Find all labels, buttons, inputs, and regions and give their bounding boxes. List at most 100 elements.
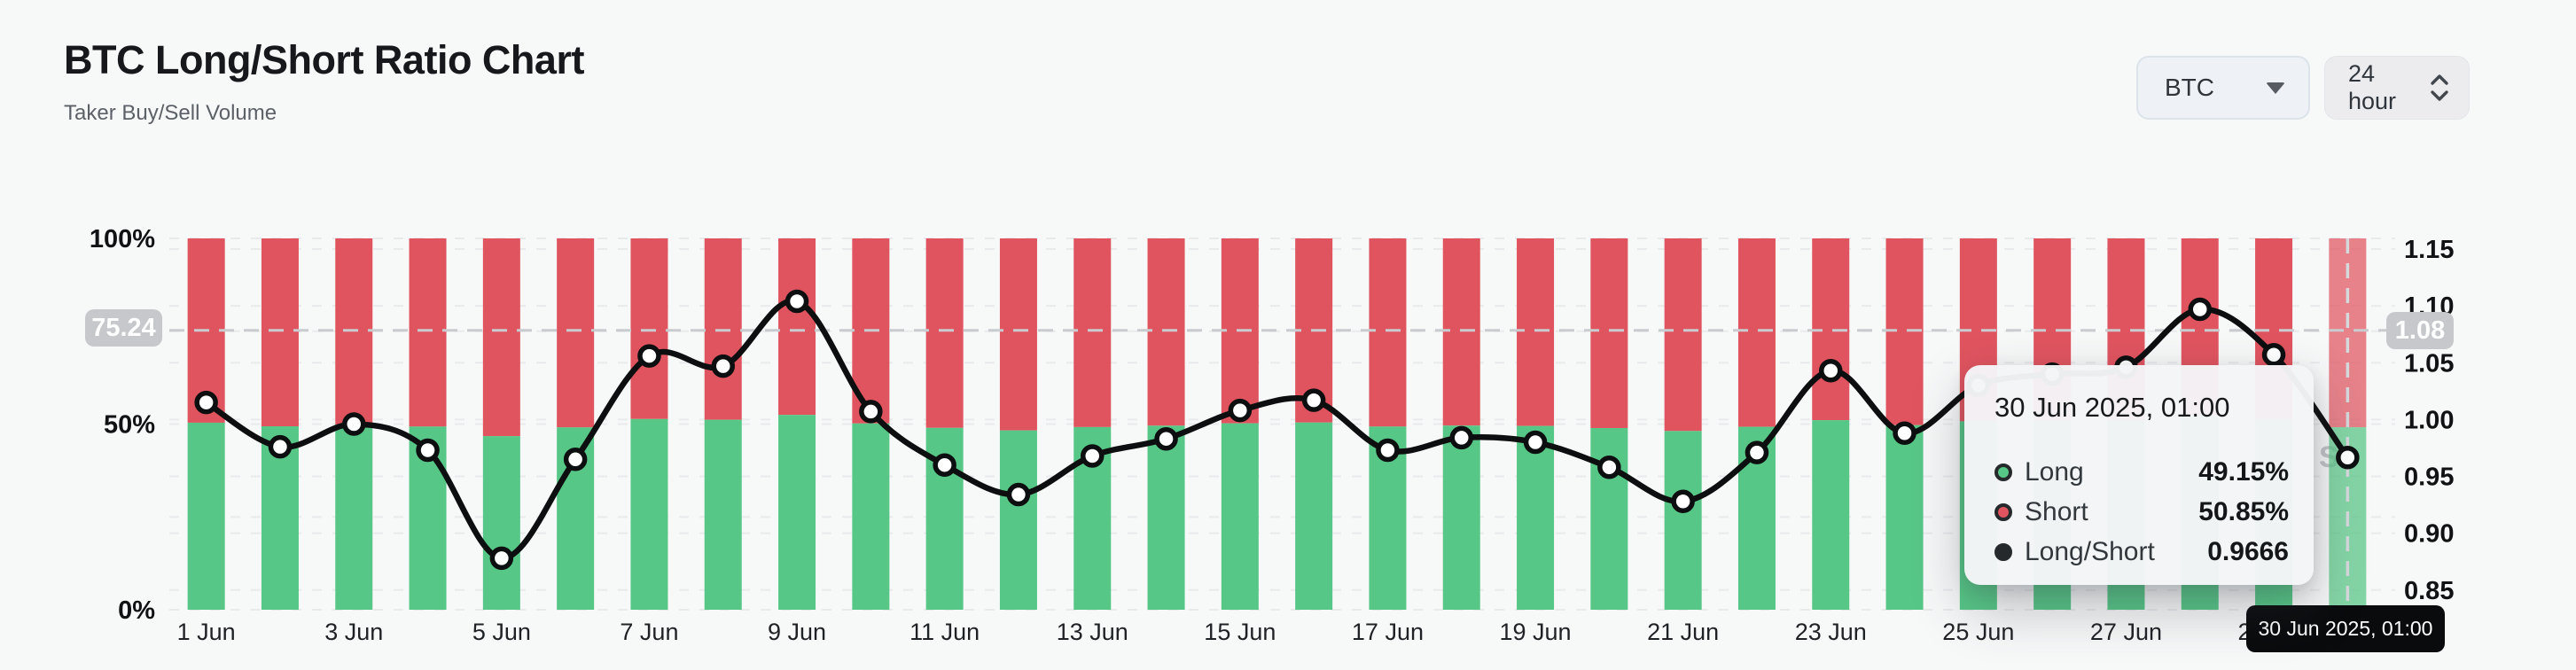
long-bar[interactable] [1221,423,1259,610]
ratio-point[interactable] [1006,482,1031,507]
tooltip-row-value: 0.9666 [2207,536,2289,566]
ratio-point[interactable] [268,434,293,459]
long-bar[interactable] [1812,420,1850,610]
ratio-point[interactable] [1523,430,1548,455]
short-bar[interactable] [1517,238,1555,426]
page-title: BTC Long/Short Ratio Chart [64,37,584,82]
ratio-point[interactable] [785,289,809,314]
tooltip-row-label: Short [2025,496,2088,526]
tooltip-title: 30 Jun 2025, 01:00 [1994,392,2230,423]
x-axis-label: 19 Jun [1500,619,1572,645]
y-axis-label-right: 0.95 [2404,464,2454,492]
ratio-point[interactable] [933,453,956,477]
short-bar[interactable] [1737,238,1776,427]
short-bar[interactable] [1590,238,1628,428]
long-bar[interactable] [630,418,668,610]
ratio-point[interactable] [2336,445,2360,470]
ratio-point[interactable] [1228,398,1253,423]
x-axis-label: 11 Jun [909,619,980,645]
long-bar[interactable] [1442,425,1480,610]
tooltip-row-value: 50.85% [2198,496,2289,526]
x-axis-label: 13 Jun [1057,619,1128,645]
ratio-point[interactable] [1597,456,1621,479]
long-bar[interactable] [704,419,742,610]
short-bar[interactable] [1147,238,1185,426]
ratio-point[interactable] [1081,444,1105,468]
x-axis-label: 7 Jun [620,619,678,645]
ratio-point[interactable] [2261,343,2286,367]
symbol-select-value: BTC [2165,74,2214,101]
ratio-point[interactable] [1301,388,1326,412]
ratio-point[interactable] [2188,297,2212,322]
long-bar[interactable] [335,424,373,610]
ratio-point[interactable] [1893,421,1916,446]
chart-tooltip: 30 Jun 2025, 01:00 Long 49.15% Short 50.… [1964,365,2314,585]
short-bar[interactable] [999,238,1037,431]
short-bar[interactable] [925,238,964,428]
interval-select[interactable]: 24 hour [2324,56,2470,120]
chevron-down-icon [2266,82,2285,94]
long-bar[interactable] [1885,425,1924,610]
short-bar[interactable] [261,238,299,427]
x-axis-label: 1 Jun [177,619,236,645]
tooltip-row-value: 49.15% [2198,456,2289,487]
ratio-legend-icon [1994,542,2012,561]
short-bar[interactable] [1442,238,1480,426]
ratio-point[interactable] [1449,425,1473,450]
symbol-select[interactable]: BTC [2136,56,2310,120]
chart-header: BTC Long/Short Ratio Chart Taker Buy/Sel… [64,37,584,126]
long-bar[interactable] [778,415,816,610]
x-axis-label: 25 Jun [1942,619,2014,645]
ratio-point[interactable] [342,412,366,436]
short-bar[interactable] [630,238,668,419]
ratio-point[interactable] [859,400,883,424]
ratio-point[interactable] [711,354,735,378]
short-legend-icon [1994,502,2012,521]
short-bar[interactable] [1073,238,1112,427]
y-axis-label-left: 0% [118,596,155,625]
ratio-point[interactable] [637,344,661,368]
unfold-chevrons-icon [2428,73,2451,103]
long-bar[interactable] [482,436,520,610]
y-axis-label-right: 1.15 [2404,236,2454,264]
ratio-point[interactable] [1376,438,1400,463]
long-bar[interactable] [1517,425,1555,610]
x-axis-label: 23 Jun [1795,619,1867,645]
short-bar[interactable] [1369,238,1407,427]
interval-select-value: 24 hour [2348,60,2397,114]
short-bar[interactable] [409,238,447,427]
ratio-point[interactable] [416,438,440,463]
ratio-point[interactable] [194,390,218,415]
x-axis-label: 9 Jun [768,619,826,645]
tooltip-row-label: Long [2025,456,2084,487]
long-legend-icon [1994,463,2012,481]
ratio-point[interactable] [489,546,514,571]
ratio-point[interactable] [1671,489,1695,514]
tooltip-row-label: Long/Short [2025,536,2155,566]
x-axis-label: 3 Jun [324,619,383,645]
y-axis-label-right: 0.85 [2404,577,2454,605]
long-bar[interactable] [1147,425,1185,610]
tooltip-row-long: Long 49.15% [1994,452,2289,492]
short-bar[interactable] [1664,238,1702,432]
tooltip-row-ratio: Long/Short 0.9666 [1994,532,2289,572]
y-axis-label-right: 1.05 [2404,349,2454,378]
short-bar[interactable] [778,238,816,416]
long-bar[interactable] [1295,422,1333,610]
long-bar[interactable] [999,430,1037,610]
long-bar[interactable] [187,422,225,610]
x-axis-label: 21 Jun [1647,619,1719,645]
long-bar[interactable] [852,423,890,610]
y-axis-label-left: 100% [90,225,155,253]
x-axis-label: 17 Jun [1352,619,1424,645]
long-bar[interactable] [1590,427,1628,610]
ratio-point[interactable] [1819,358,1843,383]
ratio-point[interactable] [1154,426,1178,451]
short-bar[interactable] [557,238,595,428]
short-bar[interactable] [1885,238,1924,425]
y-axis-label-left: 50% [104,411,155,440]
short-bar[interactable] [482,238,520,437]
long-bar[interactable] [1664,431,1702,610]
ratio-point[interactable] [1745,440,1769,464]
ratio-point[interactable] [563,448,588,471]
